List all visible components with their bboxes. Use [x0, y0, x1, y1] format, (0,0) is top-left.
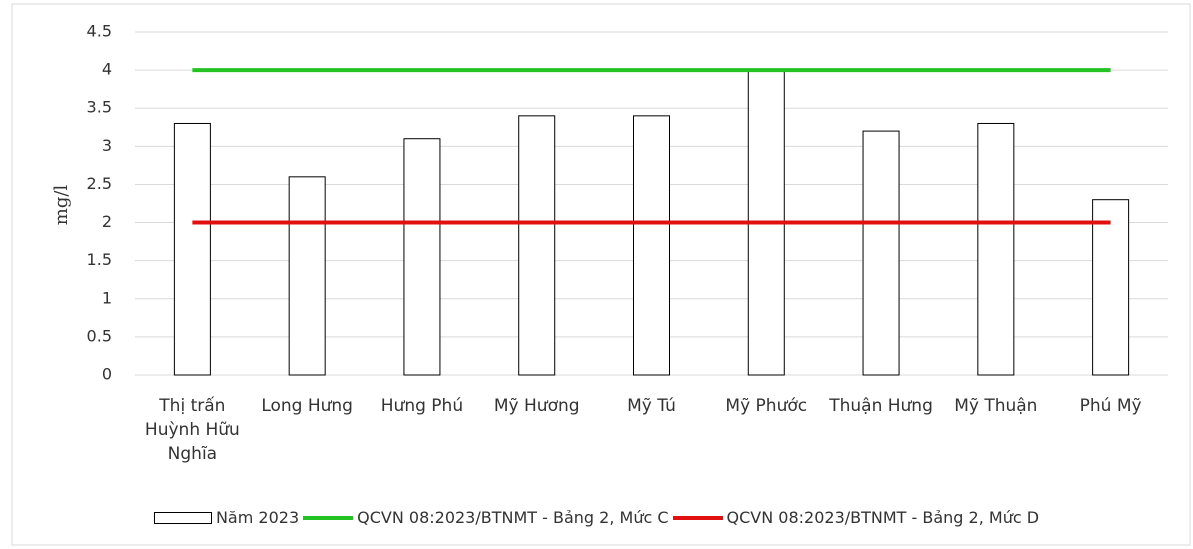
x-tick-label: Long Hưng [261, 396, 353, 416]
legend-swatch [153, 511, 212, 524]
x-tick-label: Thị trấn Huỳnh Hữu Nghĩa [144, 396, 240, 464]
y-tick-label: 3 [102, 136, 112, 155]
bar [862, 130, 900, 376]
legend: Năm 2023 QCVN 08:2023/BTNMT - Bảng 2, Mức… [0, 508, 1193, 527]
x-tick-label: Thuận Hưng [829, 396, 933, 416]
x-tick-label: Mỹ Thuận [954, 396, 1038, 416]
legend-item: Năm 2023 [153, 508, 300, 527]
x-tick-label: Mỹ Hương [493, 396, 580, 416]
y-tick-label: 3.5 [87, 98, 112, 117]
x-tick-label: Mỹ Phước [725, 396, 808, 416]
legend-label: Năm 2023 [215, 508, 300, 527]
y-tick-label: 0 [102, 365, 112, 384]
bar [288, 176, 326, 376]
bar [518, 115, 556, 376]
legend-swatch [303, 515, 354, 520]
y-tick-label: 1 [102, 288, 112, 307]
y-tick-label: 1.5 [87, 250, 112, 269]
legend-label: QCVN 08:2023/BTNMT - Bảng 2, Mức D [726, 508, 1040, 527]
y-tick-label: 4 [102, 60, 112, 79]
chart-border [11, 3, 1191, 546]
legend-item: QCVN 08:2023/BTNMT - Bảng 2, Mức C [303, 508, 669, 527]
y-tick-label: 2.5 [87, 174, 112, 193]
y-tick-label: 4.5 [87, 22, 112, 41]
bar [173, 122, 211, 376]
bar [1092, 199, 1130, 376]
x-tick-label: Phú Mỹ [1079, 396, 1142, 416]
bar [633, 115, 670, 376]
legend-label: QCVN 08:2023/BTNMT - Bảng 2, Mức C [357, 508, 669, 527]
legend-item: QCVN 08:2023/BTNMT - Bảng 2, Mức D [672, 508, 1040, 527]
legend-swatch [672, 515, 723, 520]
bar [403, 138, 441, 376]
y-tick-label: 0.5 [87, 326, 112, 345]
y-axis-label: mg/l [51, 185, 72, 226]
x-tick-label: Hưng Phú [380, 396, 464, 416]
x-tick-label: Mỹ Tú [627, 396, 676, 416]
bar [977, 122, 1015, 376]
y-tick-label: 2 [102, 212, 112, 231]
